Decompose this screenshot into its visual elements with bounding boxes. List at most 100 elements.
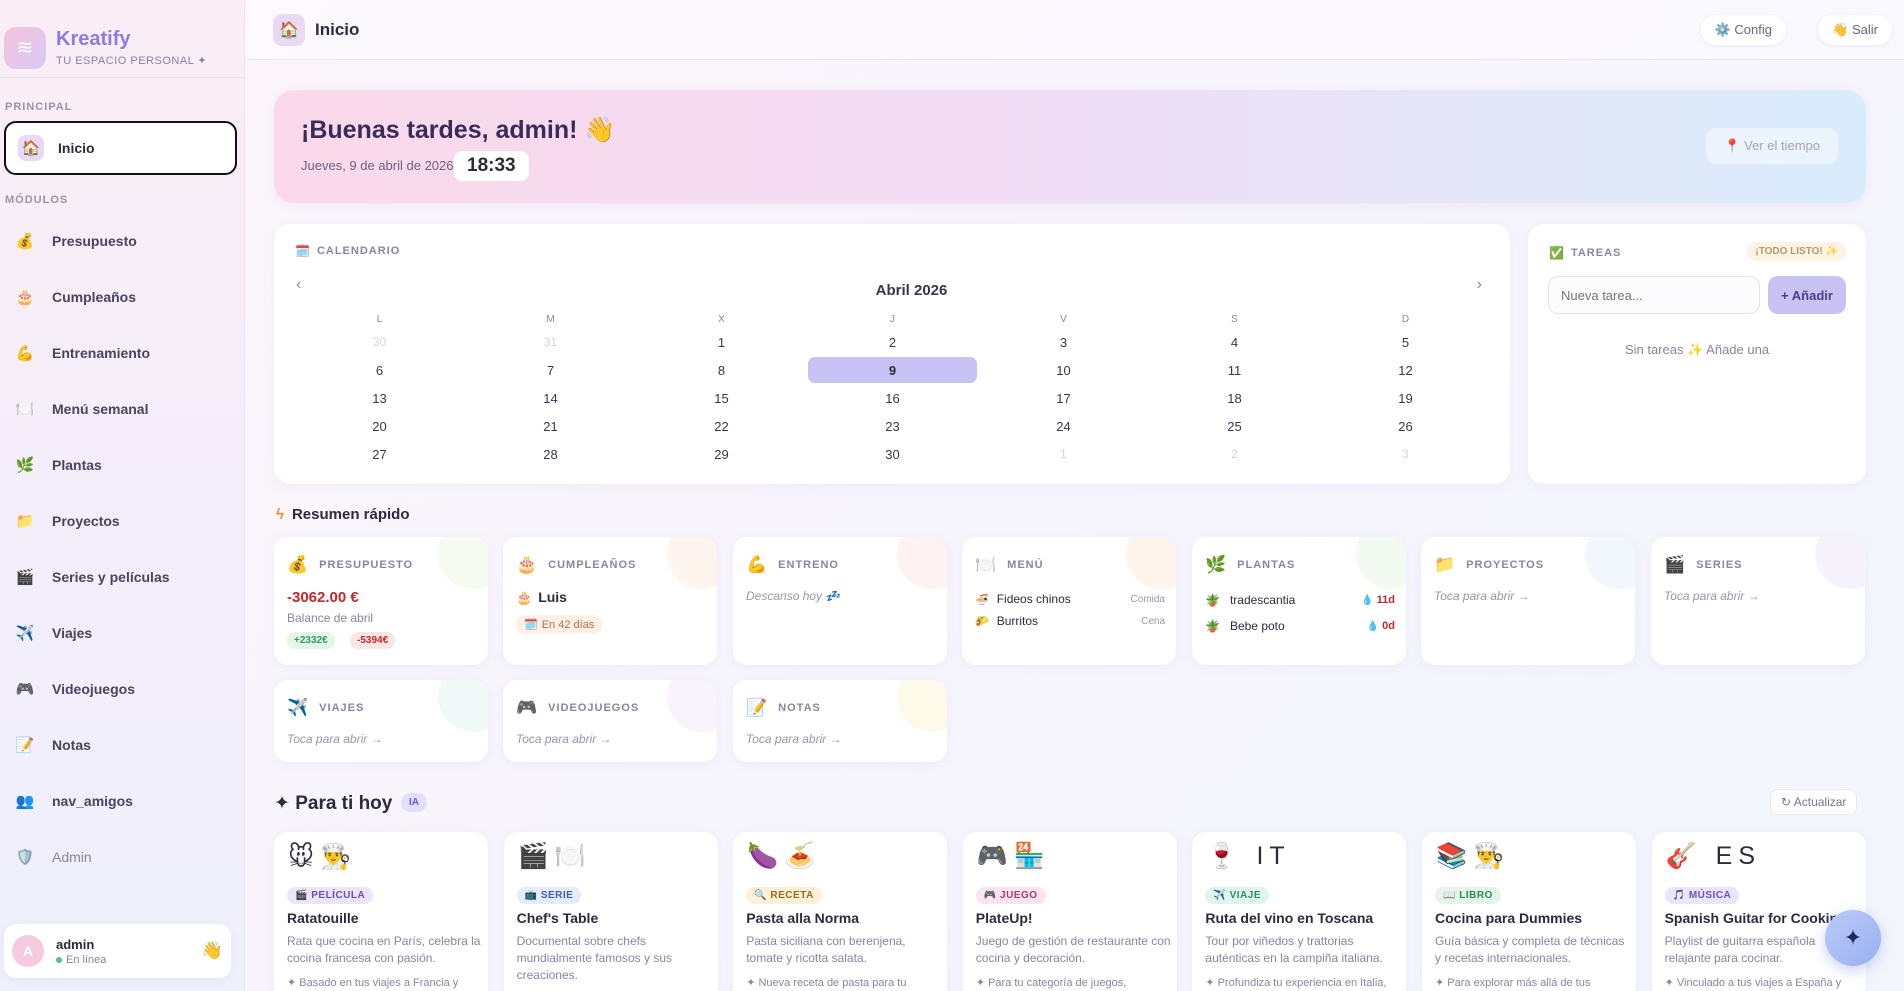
suggestion-card[interactable]: 🎮🏪 🎮 JUEGO PlateUp! Juego de gestión de res… [962, 832, 1177, 991]
calendar-day[interactable]: 26 [1398, 418, 1413, 434]
calendar-day[interactable]: 16 [885, 390, 900, 406]
calendar-day[interactable]: 27 [372, 446, 387, 462]
sidebar-item[interactable]: 🎂 Cumpleaños [0, 275, 245, 319]
user-card[interactable]: A admin En línea 👋 [4, 924, 231, 978]
calendar-day[interactable]: 29 [714, 446, 729, 462]
calendar-day[interactable]: 2 [1231, 447, 1238, 461]
summary-budget-card[interactable]: 💰 PRESUPUESTO -3062.00 € Balance de abril… [274, 537, 488, 665]
calendar-day[interactable]: 30 [372, 335, 387, 349]
calendar-day[interactable]: 3 [1059, 334, 1068, 350]
calendar-day[interactable]: 28 [543, 446, 558, 462]
sidebar-item[interactable]: 💪 Entrenamiento [0, 331, 245, 375]
calendar-day[interactable]: 22 [714, 418, 729, 434]
sidebar-item-label: Notas [52, 737, 91, 753]
travel-hint: Toca para abrir → [287, 732, 383, 746]
summary-travel-card[interactable]: ✈️ VIAJES Toca para abrir → [274, 680, 488, 762]
suggestion-card[interactable]: 🍆🍝 🔍 RECETA Pasta alla Norma Pasta sicilian… [733, 832, 948, 991]
calendar-day[interactable]: 13 [372, 390, 387, 406]
airplane-icon: ✈️ [15, 625, 35, 642]
calendar-day[interactable]: 23 [885, 418, 900, 434]
calendar-day[interactable]: 12 [1398, 362, 1413, 378]
calendar-day[interactable]: 14 [543, 390, 558, 406]
summary-notes-card[interactable]: 📝 NOTAS Toca para abrir → [733, 680, 947, 762]
calendar-day[interactable]: 25 [1227, 418, 1242, 434]
summary-training-card[interactable]: 💪 ENTRENO Descanso hoy 💤 [733, 537, 947, 665]
sidebar-item[interactable]: 💰 Presupuesto [0, 219, 245, 263]
calendar-day[interactable]: 30 [885, 446, 900, 462]
refresh-button[interactable]: ↻ Actualizar [1770, 789, 1858, 815]
brand[interactable]: ≋ Kreatify TU ESPACIO PERSONAL ✦ [0, 0, 244, 78]
suggestion-card[interactable]: 🎬🍽️ 📺 SERIE Chef's Table Documental sobre c… [503, 832, 718, 991]
airplane-icon: ✈️ [287, 698, 310, 717]
calendar-day[interactable]: 4 [1230, 334, 1239, 350]
money-bag-icon: 💰 [287, 555, 310, 574]
calendar-day[interactable]: 2 [888, 334, 897, 350]
gamepad-icon: 🎮 [15, 681, 35, 698]
suggestion-card[interactable]: 📚👨‍🍳 📖 LIBRO Cocina para Dummies Guía básic… [1422, 832, 1636, 991]
suggestion-card[interactable]: 🐭👨‍🍳 🎬 PELÍCULA Ratatouille Rata que cocina… [274, 832, 488, 991]
calendar-day-today[interactable]: 9 [808, 357, 977, 383]
calendar-day[interactable]: 1 [1060, 447, 1067, 461]
calendar-day[interactable]: 1 [717, 334, 726, 350]
calendar-day[interactable]: 10 [1056, 362, 1071, 378]
sidebar-item[interactable]: 🎬 Series y películas [0, 555, 245, 599]
sidebar-item[interactable]: 📁 Proyectos [0, 499, 245, 543]
calendar-day[interactable]: 31 [543, 335, 558, 349]
sidebar-item[interactable]: 🌿 Plantas [0, 443, 245, 487]
calendar-prev-button[interactable]: ‹ [296, 276, 302, 293]
summary-games-card[interactable]: 🎮 VIDEOJUEGOS Toca para abrir → [503, 680, 717, 762]
summary-birthdays-card[interactable]: 🎂 CUMPLEAÑOS 🎂 Luis 🗓️ En 42 días [503, 537, 717, 665]
plant-row: 🪴 Bebe poto 💧 0d [1205, 619, 1395, 633]
sidebar-item[interactable]: 🎮 Videojuegos [0, 667, 245, 711]
weekday-label: V [1060, 313, 1067, 325]
suggestion-title: Ruta del vino en Toscana [1205, 910, 1374, 926]
config-button[interactable]: ⚙️ Config [1700, 15, 1786, 45]
suggestion-reason: ✦ Vinculado a tus viajes a España y [1664, 977, 1842, 989]
calendar-day[interactable]: 24 [1056, 418, 1071, 434]
summary-projects-card[interactable]: 📁 PROYECTOS Toca para abrir → [1421, 537, 1635, 665]
burrito-icon: 🌮 [975, 615, 989, 628]
suggestion-description: Rata que cocina en París, celebra la coc… [287, 934, 481, 965]
meal-type: Cena [1141, 615, 1165, 627]
budget-income-badge: +2332€ [287, 632, 335, 649]
suggestion-description: Pasta siciliana con berenjena, tomate y … [746, 934, 906, 965]
summary-series-card[interactable]: 🎬 SERIES Toca para abrir → [1651, 537, 1865, 665]
noodles-icon: 🍜 [975, 593, 989, 606]
suggestion-card[interactable]: 🎸 ES 🎵 MÚSICA Spanish Guitar for Cooking Pl… [1651, 832, 1866, 991]
suggestion-tag: ✈️ VIAJE [1205, 887, 1270, 904]
sidebar-item[interactable]: 📝 Notas [0, 723, 245, 767]
sidebar-item[interactable]: 🛡️ Admin [0, 835, 245, 879]
wave-hand-icon[interactable]: 👋 [201, 941, 223, 960]
new-task-input[interactable] [1548, 276, 1760, 314]
calendar-day[interactable]: 8 [717, 362, 726, 378]
sidebar-item-label: nav_amigos [52, 793, 133, 809]
suggestion-card[interactable]: 🍷 IT ✈️ VIAJE Ruta del vino en Toscana Tour… [1192, 832, 1407, 991]
nav-section-modules: MÓDULOS [5, 194, 69, 206]
calendar-day[interactable]: 21 [543, 418, 558, 434]
summary-menu-card[interactable]: 🍽️ MENÚ 🍜 Fideos chinos Comida 🌮 Burritos Cena [962, 537, 1176, 665]
calendar-day[interactable]: 5 [1401, 334, 1410, 350]
calendar-day[interactable]: 7 [546, 362, 555, 378]
budget-subtitle: Balance de abril [287, 611, 374, 625]
logout-button[interactable]: 👋 Salir [1818, 15, 1892, 45]
add-task-button[interactable]: + Añadir [1768, 276, 1846, 314]
calendar-day[interactable]: 18 [1227, 390, 1242, 406]
calendar-day[interactable]: 19 [1398, 390, 1413, 406]
calendar-next-button[interactable]: › [1476, 276, 1482, 293]
weather-button[interactable]: 📍 Ver el tiempo [1706, 128, 1838, 164]
calendar-day[interactable]: 11 [1227, 362, 1242, 378]
sparkle-icon[interactable]: ✦ [1825, 910, 1881, 966]
calendar-day[interactable]: 3 [1402, 447, 1409, 461]
sidebar-item[interactable]: 🍽️ Menú semanal [0, 387, 245, 431]
sidebar-item[interactable]: 👥 nav_amigos [0, 779, 245, 823]
calendar-day[interactable]: 6 [375, 362, 384, 378]
sidebar-item-inicio[interactable]: 🏠 Inicio [4, 121, 237, 175]
calendar-day[interactable]: 20 [372, 418, 387, 434]
sidebar-item-label: Inicio [58, 140, 95, 156]
sidebar-item[interactable]: ✈️ Viajes [0, 611, 245, 655]
house-icon: 🏠 [273, 14, 305, 46]
suggestion-title: Chef's Table [516, 910, 599, 926]
calendar-day[interactable]: 15 [714, 390, 729, 406]
summary-plants-card[interactable]: 🌿 PLANTAS 🪴 tradescantia 💧 11d 🪴 Bebe poto 💧 0d [1192, 537, 1406, 665]
calendar-day[interactable]: 17 [1056, 390, 1071, 406]
